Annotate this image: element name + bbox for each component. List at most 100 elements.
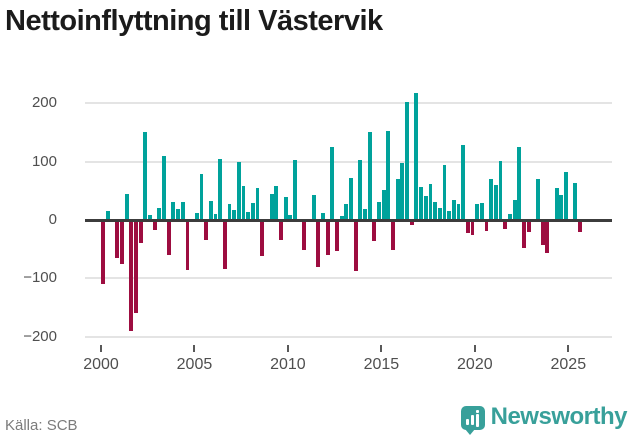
chart-title: Nettoinflyttning till Västervik (5, 5, 383, 37)
bar-2006-Q4 (227, 204, 232, 220)
bar-2021-Q3 (503, 220, 508, 229)
bar-2021-Q2 (498, 161, 503, 220)
x-tick-label-2010: 2010 (270, 356, 306, 373)
bar-2024-Q2 (554, 187, 559, 220)
bar-2004-Q3 (185, 220, 190, 270)
bar-2015-Q4 (395, 179, 400, 220)
bar-2016-Q1 (400, 162, 405, 220)
bar-2007-Q4 (246, 211, 251, 220)
bar-2018-Q3 (447, 211, 452, 220)
bar-2019-Q2 (461, 145, 466, 220)
x-axis-tick-2005 (193, 345, 196, 352)
bar-2017-Q1 (419, 186, 424, 220)
bar-2008-Q2 (255, 187, 260, 220)
bar-2008-Q3 (260, 220, 265, 257)
bar-2004-Q1 (176, 209, 181, 220)
bar-2023-Q3 (540, 220, 545, 246)
bar-2007-Q3 (241, 186, 246, 220)
bar-2018-Q1 (437, 207, 442, 220)
bar-2015-Q3 (391, 220, 396, 250)
bar-2012-Q4 (339, 215, 344, 220)
zero-axis-line (85, 218, 612, 222)
bar-2013-Q3 (353, 220, 358, 271)
bar-2015-Q1 (381, 190, 386, 220)
bar-2008-Q1 (250, 203, 255, 220)
bar-2011-Q4 (321, 212, 325, 220)
bar-2020-Q4 (489, 179, 494, 220)
bar-2009-Q2 (274, 186, 279, 220)
x-tick-label-2020: 2020 (457, 356, 493, 373)
x-axis-tick-2025 (567, 345, 570, 352)
bar-2012-Q2 (330, 147, 335, 220)
source-note: Källa: SCB (5, 417, 78, 434)
y-tick-label--100: −100 (23, 269, 57, 287)
bar-2006-Q3 (222, 220, 227, 270)
bar-2017-Q4 (433, 201, 438, 220)
bar-2003-Q2 (162, 155, 167, 220)
bar-2018-Q2 (442, 165, 447, 220)
bar-2003-Q3 (166, 220, 171, 256)
bar-2020-Q2 (479, 203, 484, 220)
bar-2005-Q4 (208, 200, 213, 220)
bar-2000-Q2 (106, 211, 110, 220)
x-tick-label-2025: 2025 (550, 356, 587, 373)
y-tick-label-200: 200 (31, 94, 57, 112)
bar-2017-Q3 (428, 183, 433, 220)
bar-2002-Q3 (148, 215, 153, 220)
gridline-y-200 (85, 102, 612, 105)
bar-2001-Q4 (134, 220, 138, 314)
bar-2003-Q1 (157, 208, 162, 220)
bar-2013-Q2 (349, 177, 353, 220)
bar-2011-Q3 (316, 220, 321, 267)
bar-2022-Q3 (521, 220, 526, 249)
bar-2003-Q4 (171, 202, 176, 220)
bar-2005-Q2 (199, 174, 204, 220)
bar-2020-Q3 (484, 220, 489, 231)
bar-2014-Q1 (363, 208, 367, 220)
bar-2016-Q2 (405, 102, 410, 220)
bar-2012-Q3 (335, 220, 339, 251)
bar-2007-Q2 (236, 162, 241, 220)
bar-2004-Q2 (180, 202, 185, 220)
gridline-y--100 (85, 277, 612, 280)
bar-2010-Q4 (302, 220, 307, 251)
bar-2006-Q2 (218, 158, 223, 220)
brand-logo: Newsworthy (460, 401, 628, 435)
bar-2017-Q2 (423, 196, 428, 220)
bar-2000-Q1 (101, 220, 106, 285)
bar-2013-Q4 (358, 159, 363, 220)
bar-2009-Q3 (278, 220, 283, 240)
bar-2005-Q3 (204, 220, 209, 240)
bar-2016-Q3 (409, 220, 414, 226)
bar-2013-Q1 (344, 204, 349, 220)
bar-2005-Q1 (194, 212, 199, 220)
y-tick-label--200: −200 (23, 327, 57, 345)
x-axis-tick-2015 (380, 345, 383, 352)
bar-2016-Q4 (414, 93, 419, 220)
bar-chart-plot-area (85, 85, 612, 352)
x-tick-label-2015: 2015 (363, 356, 400, 373)
bar-2023-Q2 (535, 179, 540, 220)
bar-2002-Q4 (152, 220, 157, 230)
bar-chart-badge-icon (460, 406, 485, 435)
y-tick-label-0: 0 (48, 211, 57, 228)
bar-2022-Q1 (512, 200, 517, 220)
bar-2019-Q1 (456, 204, 461, 220)
bar-2014-Q4 (377, 201, 381, 220)
x-axis-tick-2000 (100, 345, 102, 352)
x-axis-tick-2020 (473, 345, 476, 352)
bar-2010-Q1 (288, 214, 293, 220)
gridline-y--200 (85, 335, 612, 338)
bar-2019-Q4 (470, 220, 475, 236)
bar-2002-Q1 (138, 220, 143, 244)
bar-2014-Q2 (367, 132, 372, 220)
bar-2012-Q1 (325, 220, 330, 256)
bar-2001-Q3 (129, 220, 134, 331)
brand-wordmark: Newsworthy (490, 403, 628, 430)
bar-2001-Q1 (120, 220, 124, 264)
x-tick-label-2000: 2000 (83, 356, 119, 373)
x-tick-label-2005: 2005 (176, 356, 213, 373)
bar-2020-Q1 (475, 204, 480, 220)
bar-2025-Q3 (578, 220, 582, 233)
